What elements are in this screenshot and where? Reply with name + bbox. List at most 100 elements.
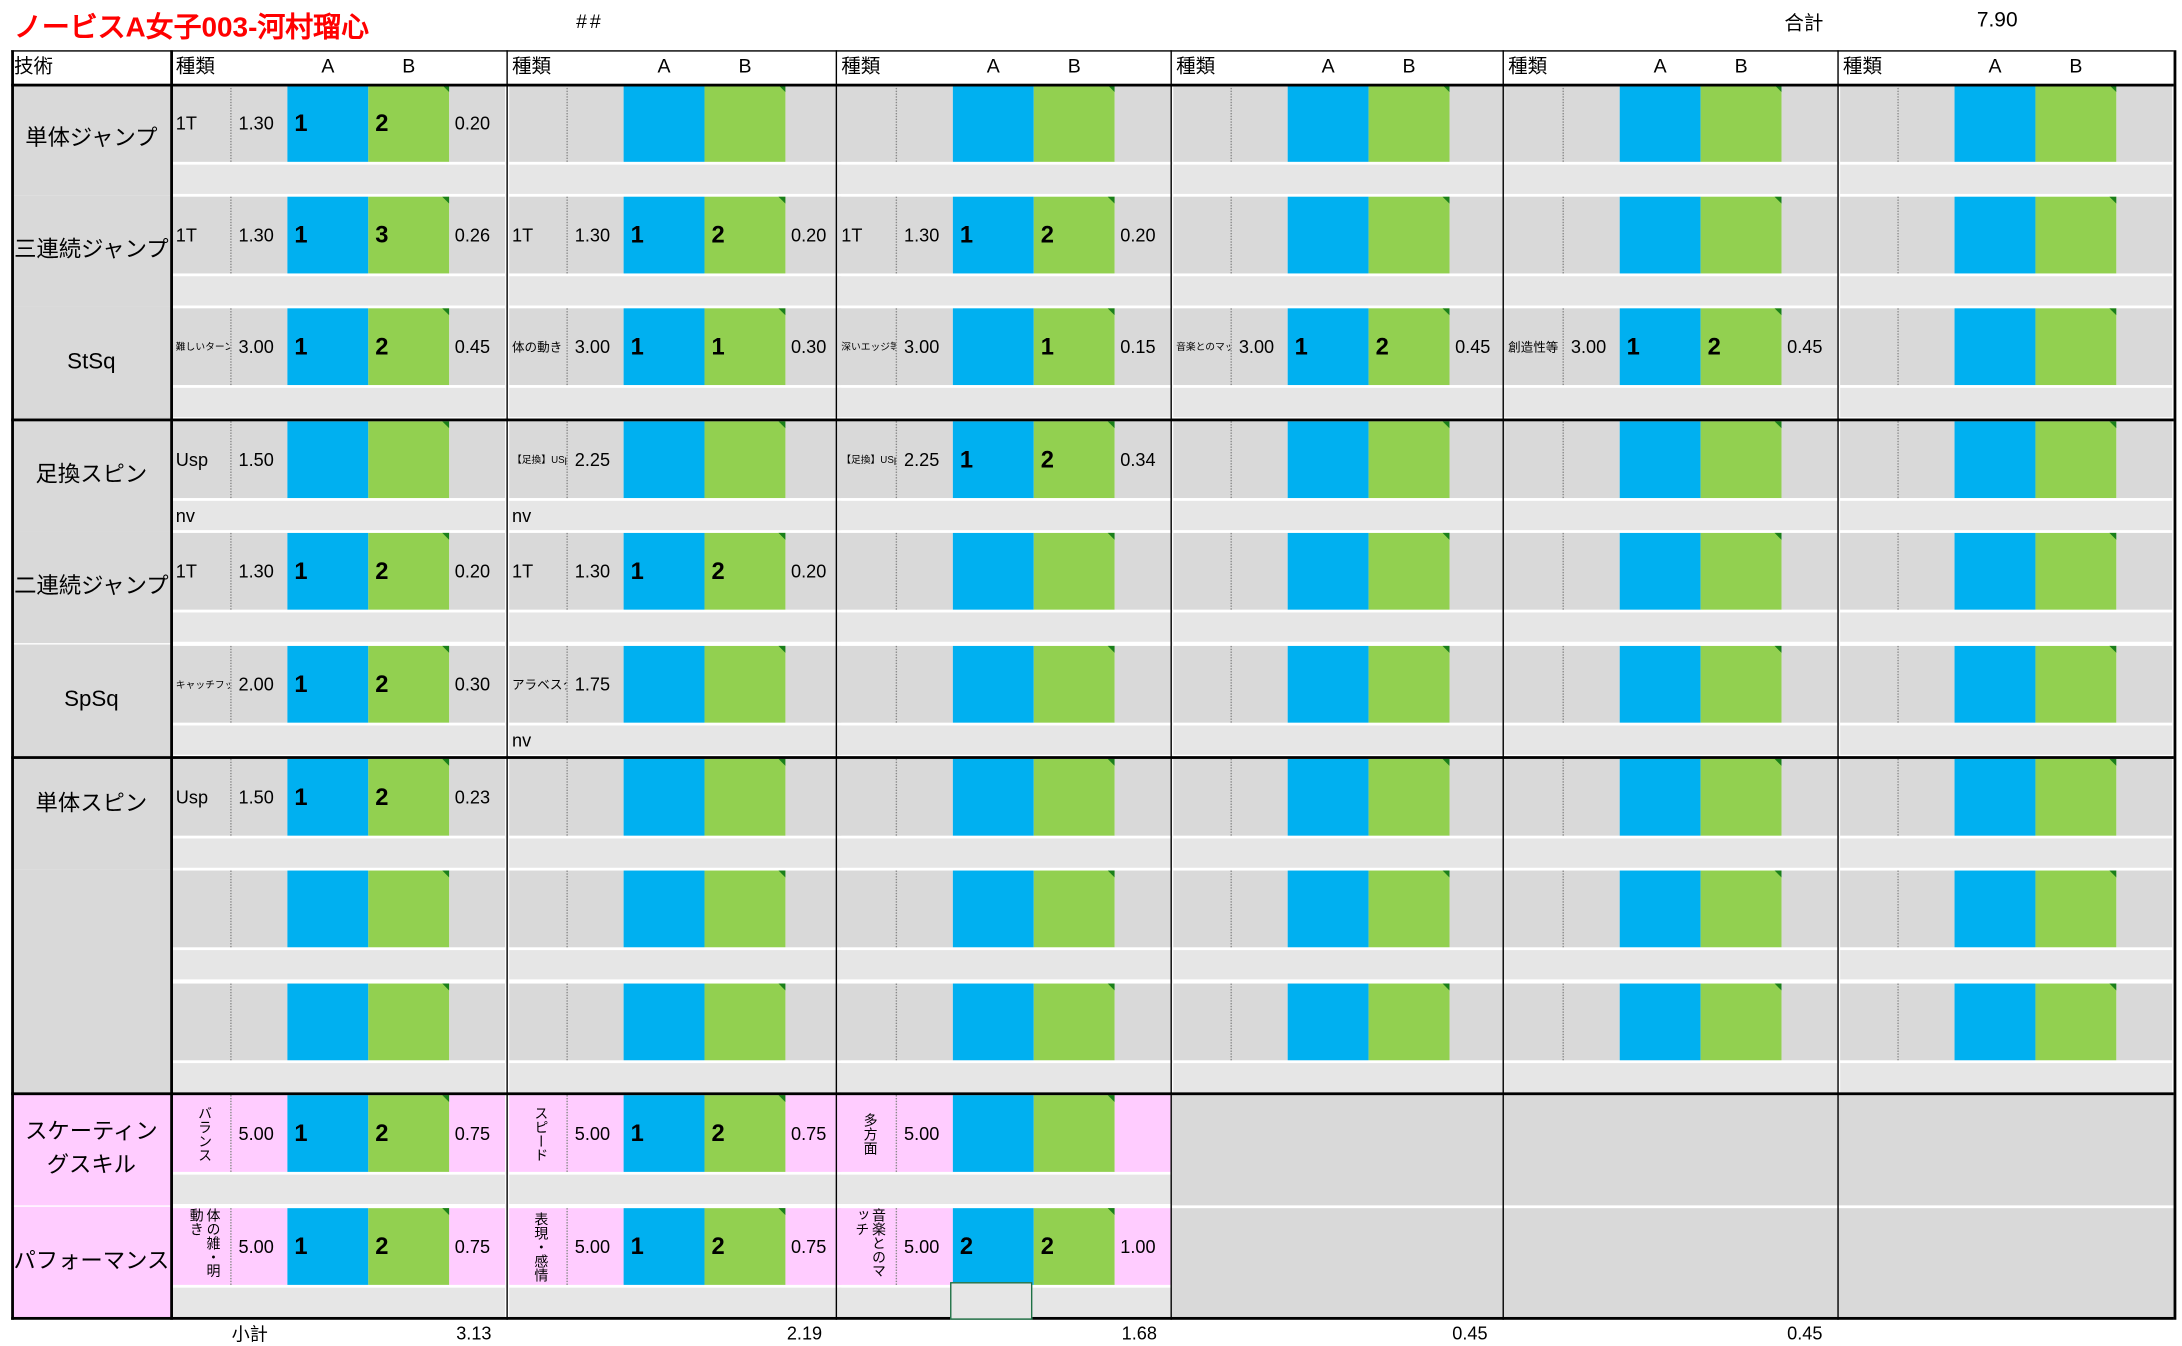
- b-score-cell[interactable]: [1700, 532, 1782, 610]
- b-score-cell[interactable]: 2: [368, 1208, 450, 1285]
- b-score-cell[interactable]: [2035, 758, 2117, 836]
- a-score-cell[interactable]: [623, 85, 705, 162]
- type-cell[interactable]: 創造性等: [1505, 308, 1563, 386]
- sub-row-cell[interactable]: [172, 164, 506, 194]
- base-value-cell[interactable]: [895, 983, 953, 1061]
- gained-value-cell[interactable]: [449, 983, 506, 1061]
- type-cell[interactable]: [1505, 196, 1563, 274]
- base-value-cell[interactable]: [1562, 645, 1620, 723]
- sub-row-cell[interactable]: [838, 387, 1171, 418]
- a-score-cell[interactable]: [1287, 85, 1369, 162]
- sub-row-cell[interactable]: [1505, 387, 1838, 418]
- gained-value-cell[interactable]: [1781, 196, 1838, 274]
- type-cell[interactable]: [1505, 870, 1563, 948]
- type-cell[interactable]: [1173, 421, 1231, 499]
- sub-row-cell[interactable]: [172, 838, 506, 868]
- b-score-cell[interactable]: [1700, 85, 1782, 162]
- sub-row-cell[interactable]: [1505, 725, 1838, 755]
- a-score-cell[interactable]: [952, 870, 1034, 948]
- base-value-cell[interactable]: [895, 645, 953, 723]
- gained-value-cell[interactable]: [1781, 532, 1838, 610]
- b-score-cell[interactable]: [1033, 758, 1115, 836]
- b-score-cell[interactable]: [1700, 421, 1782, 499]
- a-score-cell[interactable]: [1954, 85, 2036, 162]
- base-value-cell[interactable]: [1230, 758, 1288, 836]
- base-value-cell[interactable]: [1562, 196, 1620, 274]
- gained-value-cell[interactable]: 0.23: [449, 758, 506, 836]
- b-score-cell[interactable]: [1700, 983, 1782, 1061]
- b-score-cell[interactable]: [1033, 645, 1115, 723]
- a-score-cell[interactable]: [287, 983, 369, 1061]
- sub-row-cell[interactable]: [838, 725, 1171, 755]
- b-score-cell[interactable]: [368, 421, 450, 499]
- type-cell[interactable]: [1840, 645, 1898, 723]
- type-cell[interactable]: [1173, 758, 1231, 836]
- b-score-cell[interactable]: 2: [1033, 421, 1115, 499]
- base-value-cell[interactable]: [230, 983, 288, 1061]
- type-cell[interactable]: 音楽とのマッチ: [1173, 308, 1231, 386]
- b-score-cell[interactable]: [368, 983, 450, 1061]
- type-cell[interactable]: [838, 983, 896, 1061]
- sub-row-cell[interactable]: [172, 612, 506, 642]
- type-cell[interactable]: 体の動き: [509, 308, 567, 386]
- gained-value-cell[interactable]: [1449, 983, 1506, 1061]
- type-cell[interactable]: [1173, 532, 1231, 610]
- a-score-cell[interactable]: [952, 532, 1034, 610]
- base-value-cell[interactable]: 1.30: [895, 196, 953, 274]
- gained-value-cell[interactable]: [1449, 758, 1506, 836]
- gained-value-cell[interactable]: [2116, 85, 2173, 162]
- a-score-cell[interactable]: 1: [287, 308, 369, 386]
- b-score-cell[interactable]: [1033, 1095, 1115, 1172]
- a-score-cell[interactable]: 1: [623, 196, 705, 274]
- a-score-cell[interactable]: [1287, 870, 1369, 948]
- base-value-cell[interactable]: [895, 870, 953, 948]
- b-score-cell[interactable]: 2: [1368, 308, 1450, 386]
- sub-row-cell[interactable]: [172, 725, 506, 755]
- base-value-cell[interactable]: [1897, 85, 1955, 162]
- type-cell[interactable]: [1505, 645, 1563, 723]
- base-value-cell[interactable]: [1230, 421, 1288, 499]
- type-cell[interactable]: 難しいターン: [172, 308, 231, 386]
- base-value-cell[interactable]: 5.00: [566, 1095, 624, 1172]
- base-value-cell[interactable]: [230, 870, 288, 948]
- base-value-cell[interactable]: [1230, 645, 1288, 723]
- a-score-cell[interactable]: [623, 421, 705, 499]
- type-cell[interactable]: [1505, 532, 1563, 610]
- type-cell[interactable]: [1505, 85, 1563, 162]
- type-cell[interactable]: [838, 645, 896, 723]
- sub-row-cell[interactable]: [172, 1063, 506, 1093]
- gained-value-cell[interactable]: [785, 645, 842, 723]
- sub-row-cell[interactable]: [1505, 838, 1838, 868]
- b-score-cell[interactable]: 2: [1700, 308, 1782, 386]
- b-score-cell[interactable]: [1368, 85, 1450, 162]
- b-score-cell[interactable]: 2: [368, 645, 450, 723]
- type-cell[interactable]: [1173, 870, 1231, 948]
- gained-value-cell[interactable]: [785, 870, 842, 948]
- a-score-cell[interactable]: [623, 645, 705, 723]
- base-value-cell[interactable]: [1897, 421, 1955, 499]
- gained-value-cell[interactable]: 0.20: [785, 532, 842, 610]
- a-score-cell[interactable]: 1: [287, 758, 369, 836]
- type-cell[interactable]: 1T: [172, 85, 231, 162]
- b-score-cell[interactable]: [368, 870, 450, 948]
- base-value-cell[interactable]: 1.50: [230, 758, 288, 836]
- base-value-cell[interactable]: 2.00: [230, 645, 288, 723]
- sub-row-cell[interactable]: nv: [509, 500, 842, 531]
- a-score-cell[interactable]: [1619, 983, 1701, 1061]
- gained-value-cell[interactable]: 0.20: [449, 532, 506, 610]
- sub-row-cell[interactable]: [509, 1063, 842, 1093]
- base-value-cell[interactable]: [895, 85, 953, 162]
- a-score-cell[interactable]: 1: [287, 532, 369, 610]
- gained-value-cell[interactable]: [2116, 308, 2173, 386]
- gained-value-cell[interactable]: 0.45: [1781, 308, 1838, 386]
- b-score-cell[interactable]: [1368, 758, 1450, 836]
- type-cell[interactable]: [1505, 983, 1563, 1061]
- gained-value-cell[interactable]: [1114, 758, 1171, 836]
- sub-row-cell[interactable]: [1505, 500, 1838, 531]
- b-score-cell[interactable]: [2035, 645, 2117, 723]
- type-cell[interactable]: [1505, 421, 1563, 499]
- a-score-cell[interactable]: [1954, 758, 2036, 836]
- a-score-cell[interactable]: [1954, 532, 2036, 610]
- gained-value-cell[interactable]: 0.15: [1114, 308, 1171, 386]
- type-cell[interactable]: [1840, 85, 1898, 162]
